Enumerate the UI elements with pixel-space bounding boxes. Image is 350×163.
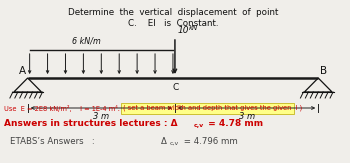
Text: = 4.796 mm: = 4.796 mm [181,136,238,146]
Text: Δ: Δ [161,136,167,146]
Text: Use  E = 2E8 kN/m²,    I = 1E-4 m⁴.: Use E = 2E8 kN/m², I = 1E-4 m⁴. [4,104,124,111]
Text: kN: kN [189,25,198,31]
Text: ( set a beam width and depth that gives the given  I ): ( set a beam width and depth that gives … [122,105,302,111]
Text: c,v: c,v [170,141,179,146]
Text: C.    EI   is  Constant.: C. EI is Constant. [128,19,218,28]
Text: B: B [320,66,327,76]
Text: c,v: c,v [194,123,204,128]
Text: 3 m: 3 m [93,112,109,121]
Text: = 4.78 mm: = 4.78 mm [205,119,263,127]
Text: Determine  the  vertical  displacement  of  point: Determine the vertical displacement of p… [68,8,278,17]
Text: Answers in structures lectures : Δ: Answers in structures lectures : Δ [4,119,177,127]
Text: ETABS’s Answers   :: ETABS’s Answers : [10,136,94,146]
Text: 10: 10 [178,26,189,35]
Text: C: C [173,83,179,92]
Text: 3 m: 3 m [238,112,255,121]
Text: A: A [19,66,26,76]
Text: 6 kN/m: 6 kN/m [72,37,101,46]
FancyBboxPatch shape [120,103,294,113]
